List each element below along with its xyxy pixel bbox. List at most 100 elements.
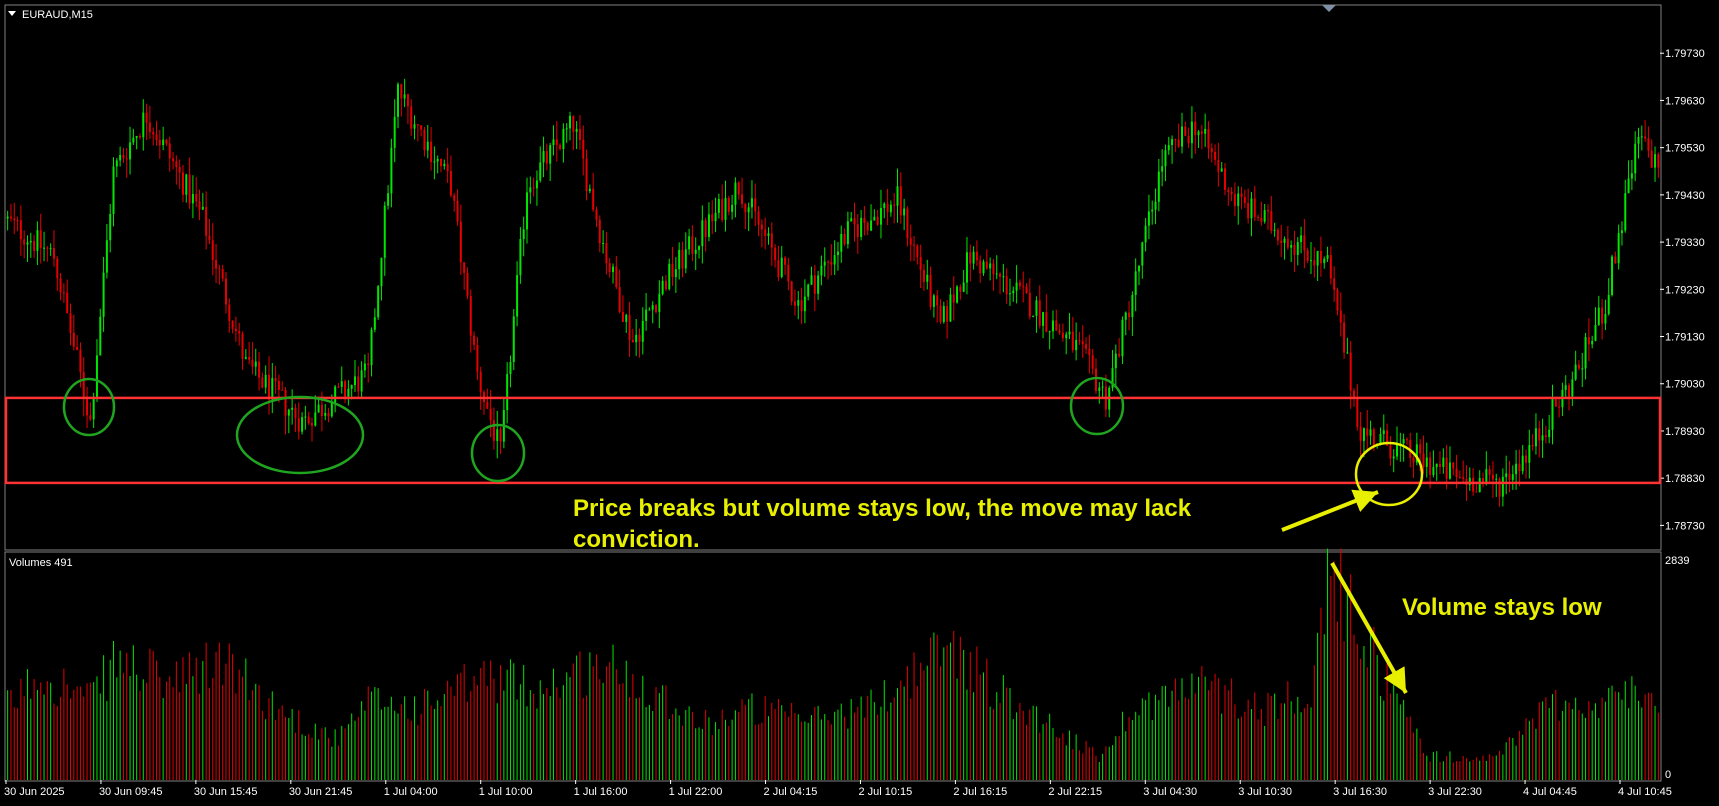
bounce-circle-2[interactable] [235, 395, 365, 475]
candle-body [1144, 225, 1147, 243]
candle-body [1485, 469, 1488, 482]
candle-body [248, 357, 251, 360]
candle-body [621, 311, 624, 322]
candle-body [33, 240, 36, 251]
price-note-arrow[interactable] [1281, 489, 1379, 532]
candle-body [1151, 209, 1154, 212]
candle-body [1048, 331, 1051, 333]
candle-body [264, 374, 267, 388]
candle-body [1525, 455, 1528, 463]
candle-body [304, 416, 307, 418]
candle-body [1058, 330, 1061, 333]
candle-body [879, 208, 882, 225]
candle-body [1161, 166, 1164, 172]
candle-body [383, 205, 386, 258]
candle-body [691, 236, 694, 254]
candle-body [347, 388, 350, 397]
candle-body [1002, 276, 1005, 278]
candle-body [446, 163, 449, 171]
candle-body [1174, 139, 1177, 141]
bounce-circle-4[interactable] [1069, 376, 1125, 436]
candle-body [1389, 445, 1392, 459]
bounce-circle-3[interactable] [470, 423, 526, 483]
time-tick-label: 3 Jul 10:30 [1238, 786, 1292, 798]
candle-body [813, 275, 816, 294]
candle-body [1223, 168, 1226, 190]
candle-body [1396, 444, 1399, 457]
candle-body [129, 142, 132, 160]
candle-body [1200, 131, 1203, 134]
volume-note: Volume stays low [1402, 594, 1602, 621]
candle-body [1654, 154, 1657, 168]
candle-body [476, 344, 479, 372]
candle-body [1336, 289, 1339, 311]
candle-body [949, 294, 952, 322]
candle-body [360, 370, 363, 392]
candle-body [1124, 312, 1127, 320]
candle-body [281, 389, 284, 391]
candle-body [145, 112, 148, 123]
candle-body [770, 233, 773, 248]
candle-body [158, 139, 161, 146]
candle-body [952, 294, 955, 303]
candle-body [1405, 439, 1408, 441]
candle-body [426, 141, 429, 151]
candle-body [1577, 364, 1580, 369]
candle-body [956, 286, 959, 303]
candle-body [1591, 340, 1594, 345]
price-tick-label: 1.79530 [1665, 143, 1705, 155]
candle-body [1028, 292, 1031, 317]
candle-body [1180, 126, 1183, 147]
candle-body [1495, 478, 1498, 480]
price-tick-label: 1.78830 [1665, 473, 1705, 485]
candle-body [1607, 294, 1610, 315]
candle-body [701, 220, 704, 247]
candle-body [155, 134, 158, 140]
candle-body [985, 261, 988, 269]
support-zone-rectangle[interactable] [4, 396, 1662, 485]
candle-body [238, 331, 241, 334]
candle-body [1068, 331, 1071, 335]
candle-body [1382, 430, 1385, 434]
volume-note-arrow[interactable] [1330, 562, 1408, 694]
collapse-triangle-icon[interactable] [8, 11, 16, 16]
candle-body [1362, 428, 1365, 441]
candle-body [999, 273, 1002, 277]
bounce-circle-1[interactable] [62, 377, 116, 437]
candle-body [668, 263, 671, 290]
candle-body [1614, 256, 1617, 264]
candle-body [1194, 121, 1197, 136]
candles-layer [6, 78, 1660, 507]
candle-body [688, 236, 691, 250]
breakout-circle[interactable] [1354, 441, 1424, 507]
candle-body [1627, 178, 1630, 194]
candle-body [1392, 456, 1395, 459]
candle-body [185, 174, 188, 195]
candle-body [1597, 307, 1600, 326]
chart-shift-marker-icon[interactable] [1322, 5, 1336, 12]
candle-body [423, 129, 426, 151]
candle-body [651, 305, 654, 310]
candle-body [913, 244, 916, 246]
candle-body [800, 300, 803, 312]
candle-body [1197, 131, 1200, 136]
candle-body [1005, 276, 1008, 295]
candle-body [1081, 341, 1084, 345]
candle-body [827, 261, 830, 263]
time-tick-label: 3 Jul 22:30 [1428, 786, 1482, 798]
candle-body [1611, 256, 1614, 295]
candle-body [641, 320, 644, 342]
candle-body [1482, 478, 1485, 482]
candle-body [1018, 282, 1021, 287]
candle-body [754, 198, 757, 212]
candle-body [456, 200, 459, 222]
candle-body [132, 137, 135, 143]
time-tick-label: 2 Jul 22:15 [1048, 786, 1102, 798]
candle-body [1257, 216, 1260, 218]
candle-body [1045, 312, 1048, 332]
candle-body [777, 260, 780, 278]
candle-body [390, 147, 393, 194]
candle-body [615, 266, 618, 288]
